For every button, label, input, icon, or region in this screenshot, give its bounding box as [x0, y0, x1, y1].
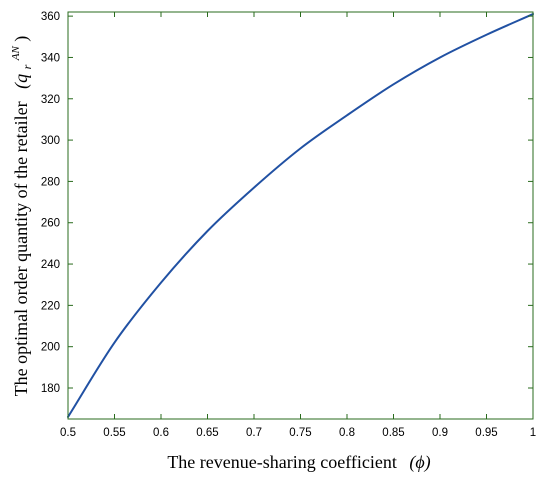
y-tick-label-5: 280 [41, 176, 60, 188]
y-tick-label-6: 300 [41, 135, 60, 147]
y-axis-title-symbol-close: ) [11, 36, 32, 42]
y-axis-title-text: The optimal order quantity of the retail… [11, 101, 31, 396]
y-tick-label-1: 200 [41, 342, 60, 354]
x-tick-label-3: 0.65 [196, 427, 218, 439]
x-tick-label-7: 0.85 [382, 427, 404, 439]
x-axis-ticks: 0.5 0.55 0.6 0.65 0.7 0.75 0.8 0.85 0.9 0.95 1 [60, 12, 536, 439]
series-line-0 [67, 13, 534, 418]
x-tick-label-0: 0.5 [60, 427, 76, 439]
x-tick-label-1: 0.55 [103, 427, 125, 439]
x-tick-label-4: 0.7 [246, 427, 262, 439]
x-tick-label-10: 1 [530, 427, 536, 439]
y-tick-label-7: 320 [41, 94, 60, 106]
x-tick-label-6: 0.8 [339, 427, 355, 439]
x-tick-label-9: 0.95 [475, 427, 497, 439]
y-axis-title: The optimal order quantity of the retail… [3, 36, 35, 397]
plot-frame [67, 11, 534, 420]
x-tick-label-2: 0.6 [153, 427, 169, 439]
y-tick-label-2: 220 [41, 300, 60, 312]
x-tick-label-5: 0.75 [289, 427, 311, 439]
y-tick-label-0: 180 [41, 383, 60, 395]
x-axis-title-text: The revenue-sharing coefficient [167, 452, 397, 472]
y-axis-title-symbol-sup: AN [10, 46, 22, 62]
plot-frame-layer [67, 11, 534, 420]
y-tick-label-8: 340 [41, 52, 60, 64]
y-tick-label-3: 240 [41, 259, 60, 271]
x-tick-label-8: 0.9 [432, 427, 448, 439]
series-layer [67, 13, 534, 418]
y-axis-ticks: 180 200 220 240 260 280 300 320 340 360 [41, 11, 533, 395]
y-axis-title-symbol-sub: r [20, 64, 34, 69]
y-tick-label-4: 260 [41, 218, 60, 230]
y-axis-title-symbol: (q [11, 74, 32, 89]
x-axis-title: The revenue-sharing coefficient (ϕ) [167, 452, 430, 473]
x-axis-title-symbol: (ϕ) [409, 452, 430, 473]
y-tick-label-9: 360 [41, 11, 60, 23]
